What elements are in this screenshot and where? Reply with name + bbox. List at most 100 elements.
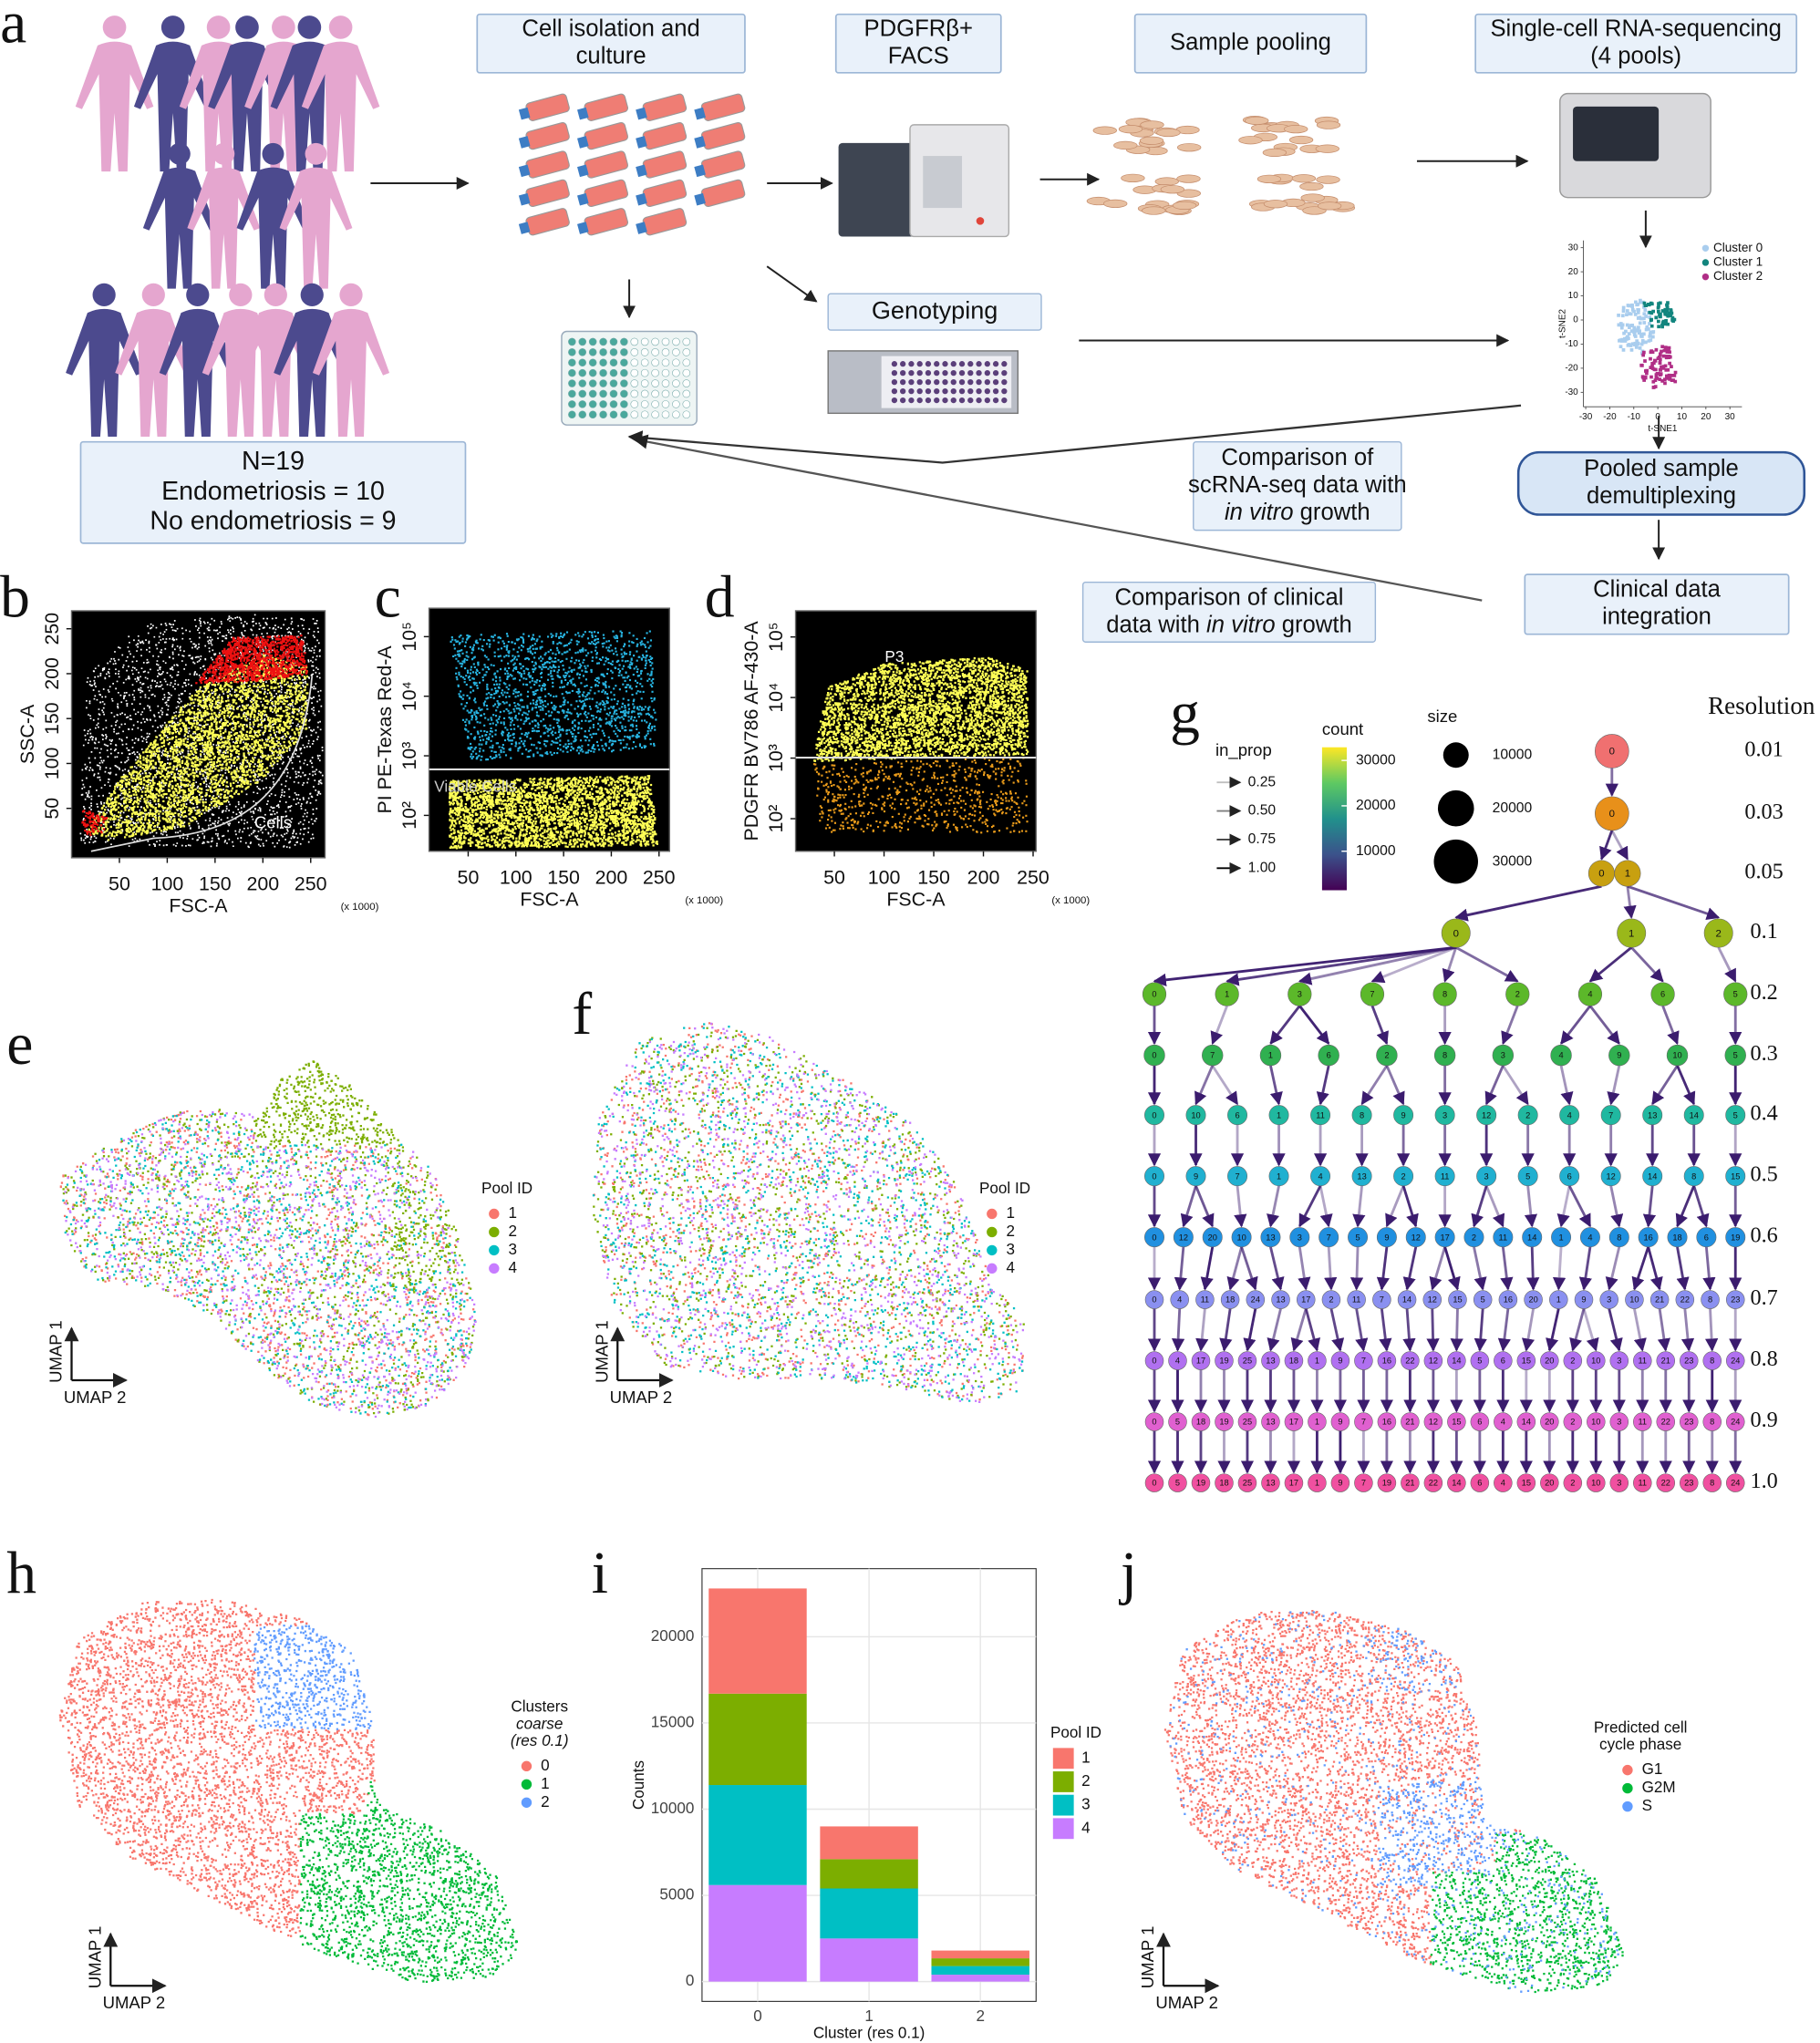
tree-edge [1200,1246,1215,1291]
tree-edge [1608,1308,1623,1352]
legend-key [1052,1748,1074,1770]
tree-node [1351,1105,1372,1126]
tree-edge [1484,1065,1505,1106]
cell [1316,120,1341,129]
node-label: 10 [1591,1418,1600,1427]
box-text-part: data with [1106,612,1200,637]
well [682,358,691,367]
bar [931,1966,1029,1976]
tree-edge [1471,1185,1488,1228]
person-head [264,283,287,307]
event-dots [79,614,324,849]
node-label: 3 [1298,990,1302,999]
tree-node [1609,1473,1629,1492]
chip-spot [942,387,948,395]
tree-node [1679,1351,1699,1370]
legend-key [1622,1801,1633,1812]
chip-spot [984,378,990,386]
legend-key [1701,273,1710,281]
tree-edge [1501,1005,1519,1046]
box-text: demultiplexing [1587,483,1736,509]
well [578,358,587,367]
node-label: 5 [1175,1479,1180,1488]
tree-edge [1661,1005,1680,1046]
well [640,400,649,408]
node-label: 12 [1179,1233,1188,1242]
box-text: No endometriosis = 9 [150,507,396,536]
node-label: 16 [1504,1295,1513,1305]
tree-node [1168,1473,1187,1492]
node-label: 1 [1277,1171,1281,1181]
well [578,348,587,356]
legend-title: Pool ID [979,1180,1030,1197]
tree-node [1348,1227,1369,1248]
axis-unit: (x 1000) [1051,895,1090,906]
cell [1176,174,1201,183]
tree-node [1517,1166,1538,1187]
well [640,348,649,356]
person-body [75,41,154,172]
node-label: 12 [1429,1418,1438,1427]
tree-node [1237,1351,1257,1370]
tree-node [1168,1412,1187,1431]
node-label: 15 [1452,1418,1461,1427]
event-dots [448,775,659,850]
well [630,358,639,367]
x-tick-label: 50 [109,872,130,894]
well [588,337,597,346]
bar [820,1826,918,1860]
tree-node [1354,1412,1373,1431]
cell [1121,173,1145,182]
chip-spot [908,361,915,367]
cell [1172,201,1197,211]
tree-node [1517,1105,1538,1126]
tree-node [1675,1290,1695,1309]
tree-edge [1290,1308,1308,1352]
tree-edge [1631,1246,1650,1291]
chip-spot [1001,378,1008,386]
tree-node [1579,1227,1600,1248]
axis-title: FSC-A [886,889,946,911]
flask-cap [694,164,706,178]
tree-edge [1219,1308,1233,1352]
tree-node [1397,1290,1417,1309]
tree-edge [1717,946,1737,983]
y-tick-label: 0 [1573,315,1578,325]
x-tick-label: 2 [976,2007,985,2025]
tree-node [1516,1351,1536,1370]
panel-label: a [0,0,26,56]
tree-node [1642,1105,1663,1126]
y-tick-label: -30 [1565,387,1578,397]
node-label: 4 [1318,1171,1322,1181]
cell [1160,185,1185,194]
size-key [1443,742,1469,769]
tree-edge [1210,1005,1228,1046]
sequencer-screen [1573,106,1660,161]
node-label: 20 [1545,1479,1554,1488]
chip-spot [916,378,923,386]
node-label: 3 [1607,1295,1611,1305]
cell [1288,135,1314,145]
flask [642,150,688,179]
tree-node [1609,1412,1629,1431]
tree-node [1432,982,1457,1006]
legend-label: 0.75 [1248,831,1277,847]
tree-node [1144,1473,1164,1492]
well [672,348,680,356]
tree-node [1540,1412,1559,1431]
node-label: 23 [1731,1295,1740,1305]
well [651,400,659,408]
well [661,337,670,346]
tree-node [1261,1473,1280,1492]
tree-node [1725,1105,1746,1126]
person-head [212,142,235,165]
node-label: 17 [1289,1418,1298,1427]
tree-edge [1546,1308,1560,1352]
node-label: 17 [1440,1233,1449,1242]
tree-node [1347,1290,1366,1309]
legend-key [1052,1794,1074,1816]
box-text: integration [1602,604,1711,630]
tree-edge [1705,1308,1719,1352]
node-label: 2 [1525,1110,1530,1120]
tree-node [1422,1290,1443,1309]
